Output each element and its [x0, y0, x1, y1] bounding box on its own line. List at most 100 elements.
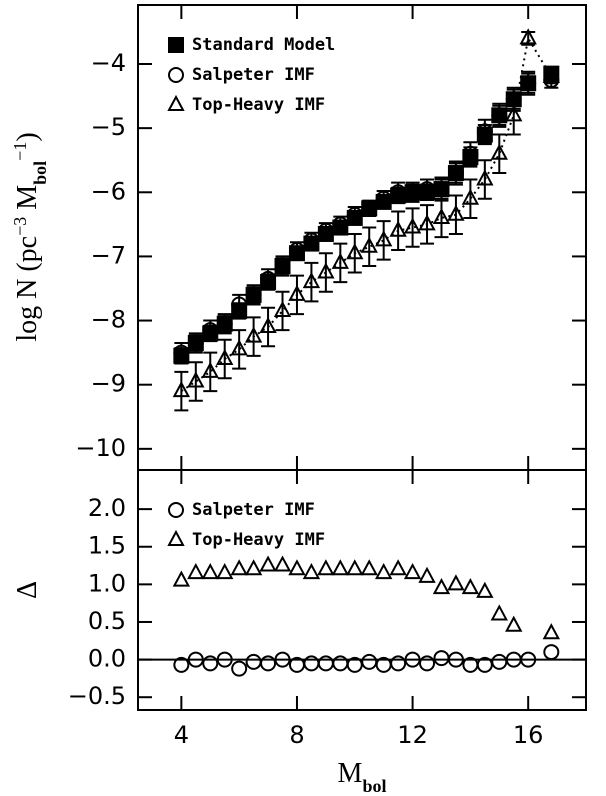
marker-triangle	[201, 361, 219, 378]
marker-circle	[447, 165, 464, 182]
marker-circle	[173, 656, 190, 673]
error-bar	[362, 226, 377, 268]
marker-triangle	[542, 66, 560, 83]
marker-triangle	[288, 559, 306, 576]
marker-triangle	[288, 284, 306, 301]
y-tick-label: −10	[75, 434, 126, 462]
y-tick-label: −9	[91, 370, 126, 398]
legend-label: Top-Heavy IMF	[192, 95, 325, 115]
error-bar	[261, 306, 276, 348]
marker-circle	[447, 651, 464, 668]
marker-triangle	[273, 300, 292, 317]
error-bar	[492, 133, 507, 175]
marker-square	[168, 37, 184, 53]
error-bar	[420, 204, 435, 245]
y-label-sub: bol	[30, 161, 50, 185]
marker-circle	[462, 145, 479, 162]
y-label-part: log N (pc	[12, 236, 43, 342]
marker-triangle	[447, 204, 465, 221]
y-axis-label: Δ	[12, 581, 43, 599]
marker-triangle	[505, 105, 523, 122]
marker-circle	[231, 660, 248, 677]
y-tick-label: 0.5	[88, 607, 126, 635]
marker-circle	[361, 200, 378, 217]
x-tick-label: 16	[513, 721, 544, 749]
marker-circle	[245, 286, 262, 303]
marker-circle	[419, 655, 436, 672]
error-bar	[376, 220, 391, 261]
marker-triangle	[216, 348, 234, 366]
marker-circle	[346, 206, 363, 223]
marker-circle	[476, 656, 493, 673]
marker-circle	[303, 232, 320, 249]
marker-circle	[288, 242, 305, 259]
legend-label: Salpeter IMF	[192, 65, 315, 85]
marker-circle	[245, 653, 262, 670]
x-axis-label: Mbol	[338, 758, 387, 796]
marker-triangle	[418, 214, 436, 231]
error-bar	[347, 232, 362, 274]
marker-triangle	[542, 623, 560, 640]
marker-triangle	[187, 562, 205, 580]
marker-circle	[491, 653, 508, 670]
error-bar	[506, 95, 521, 136]
error-bar	[289, 274, 304, 316]
marker-triangle	[519, 28, 537, 45]
series-line	[180, 35, 553, 392]
marker-triangle	[375, 230, 393, 247]
marker-circle	[202, 322, 219, 339]
error-bar	[405, 207, 420, 248]
marker-circle	[404, 184, 421, 201]
marker-triangle	[302, 562, 321, 580]
marker-triangle	[432, 578, 451, 595]
y-label-sup: −3	[10, 217, 30, 236]
marker-triangle	[172, 381, 191, 398]
marker-triangle	[167, 94, 185, 111]
marker-triangle	[360, 559, 378, 576]
x-tick-label: 4	[174, 721, 189, 749]
marker-triangle	[389, 220, 407, 237]
error-bar	[246, 316, 261, 357]
marker-circle	[168, 502, 184, 518]
marker-triangle	[230, 559, 248, 576]
marker-circle	[260, 270, 277, 287]
marker-circle	[274, 258, 291, 275]
marker-triangle	[346, 559, 364, 576]
y-label-sup: −1	[10, 142, 30, 161]
y-tick-label: −0.5	[68, 682, 126, 710]
marker-circle	[476, 123, 493, 140]
marker-triangle	[259, 555, 277, 572]
marker-triangle	[244, 326, 263, 343]
marker-circle	[491, 107, 508, 124]
marker-triangle	[389, 559, 407, 576]
marker-circle	[202, 655, 219, 672]
marker-circle	[303, 655, 320, 672]
marker-circle	[231, 296, 248, 313]
marker-triangle	[375, 562, 393, 580]
legend-label: Salpeter IMF	[192, 500, 315, 520]
marker-triangle	[447, 574, 465, 591]
error-bar	[333, 242, 348, 284]
marker-circle	[520, 651, 537, 668]
marker-triangle	[317, 559, 335, 576]
marker-triangle	[490, 143, 508, 160]
marker-circle	[404, 651, 421, 668]
y-label-part: M	[12, 185, 43, 217]
error-bar	[174, 370, 189, 412]
marker-circle	[346, 656, 363, 673]
marker-circle	[433, 650, 450, 667]
error-bar	[304, 261, 319, 303]
x-label-sub: bol	[362, 776, 386, 796]
marker-circle	[390, 655, 407, 672]
y-tick-label: −8	[91, 306, 126, 334]
legend-label: Top-Heavy IMF	[192, 530, 325, 550]
marker-circle	[216, 651, 233, 668]
marker-triangle	[403, 562, 422, 580]
marker-triangle	[476, 169, 494, 186]
marker-triangle	[216, 562, 234, 580]
marker-triangle	[490, 604, 508, 621]
marker-circle	[216, 315, 233, 332]
marker-circle	[433, 181, 450, 198]
marker-circle	[173, 344, 190, 361]
